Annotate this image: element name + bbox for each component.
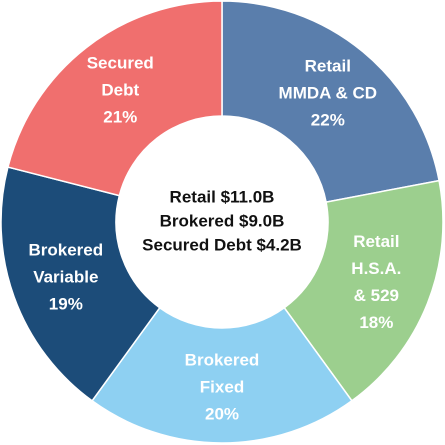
- value-label: 20%: [205, 404, 239, 423]
- segment-label: Retail: [305, 57, 351, 76]
- segment-label: Secured: [87, 53, 154, 72]
- value-label: 21%: [103, 107, 137, 126]
- donut-segment: [221, 0, 440, 204]
- value-label: 19%: [49, 295, 83, 314]
- center-text: Retail $11.0B: [170, 187, 275, 206]
- segment-label: Brokered: [28, 241, 103, 260]
- donut-segment: [91, 306, 353, 444]
- segment-label: Variable: [33, 268, 98, 287]
- segment-label: Fixed: [200, 377, 244, 396]
- donut-segment: [283, 179, 444, 402]
- segment-label: Debt: [101, 80, 139, 99]
- value-label: 22%: [311, 111, 345, 130]
- donut-segment: [7, 0, 223, 197]
- value-label: 18%: [359, 313, 393, 332]
- segment-label: MMDA & CD: [279, 84, 378, 103]
- segment-label: Retail: [353, 232, 399, 251]
- donut-segment: [0, 166, 161, 402]
- segment-label: & 529: [354, 286, 399, 305]
- segment-label: Brokered: [185, 350, 260, 369]
- center-text: Brokered $9.0B: [160, 211, 285, 230]
- center-text: Secured Debt $4.2B: [142, 235, 302, 254]
- segment-label: H.S.A.: [351, 259, 401, 278]
